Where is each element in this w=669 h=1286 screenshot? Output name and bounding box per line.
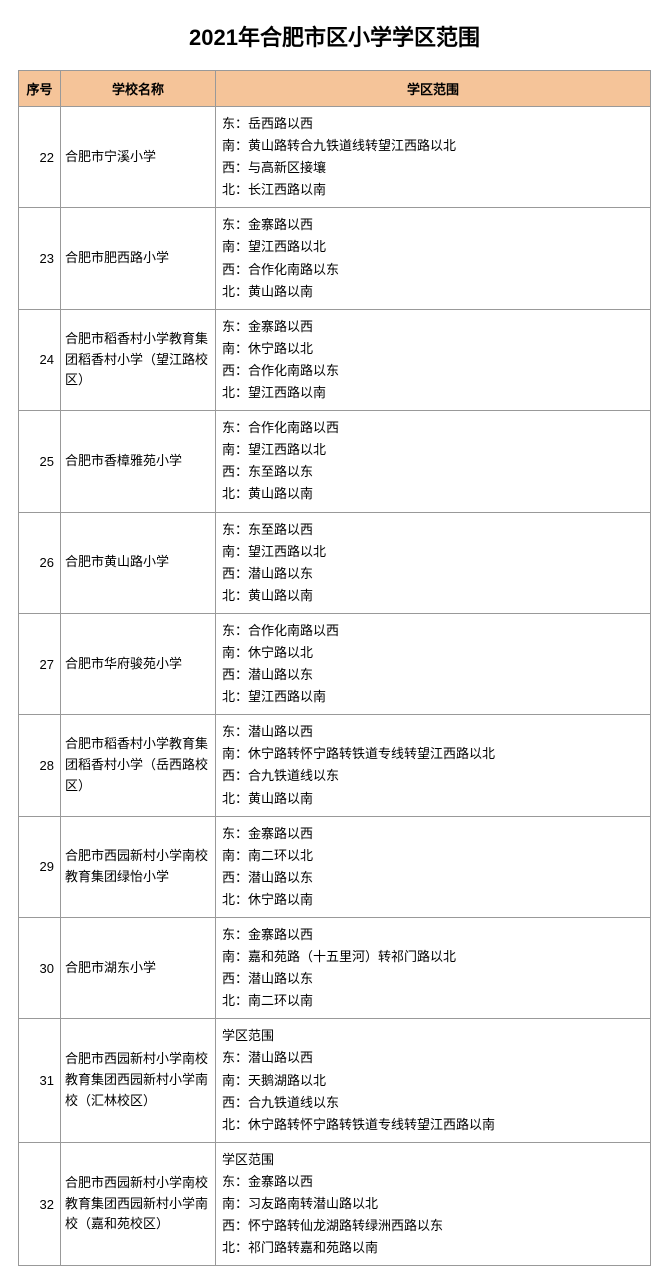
table-row: 23合肥市肥西路小学东：金寨路以西南：望江西路以北西：合作化南路以东北：黄山路以… <box>19 208 651 309</box>
cell-scope: 东：金寨路以西南：嘉和苑路（十五里河）转祁门路以北西：潜山路以东北：南二环以南 <box>216 918 651 1019</box>
scope-line: 南：休宁路以北 <box>222 642 644 664</box>
cell-scope: 东：东至路以西南：望江西路以北西：潜山路以东北：黄山路以南 <box>216 512 651 613</box>
scope-line: 北：黄山路以南 <box>222 281 644 303</box>
scope-line: 南：休宁路转怀宁路转铁道专线转望江西路以北 <box>222 743 644 765</box>
table-row: 27合肥市华府骏苑小学东：合作化南路以西南：休宁路以北西：潜山路以东北：望江西路… <box>19 613 651 714</box>
cell-school-name: 合肥市西园新村小学南校教育集团西园新村小学南校（嘉和苑校区） <box>61 1142 216 1265</box>
cell-scope: 东：合作化南路以西南：休宁路以北西：潜山路以东北：望江西路以南 <box>216 613 651 714</box>
table-header-row: 序号 学校名称 学区范围 <box>19 71 651 107</box>
cell-school-name: 合肥市西园新村小学南校教育集团绿怡小学 <box>61 816 216 917</box>
cell-school-name: 合肥市黄山路小学 <box>61 512 216 613</box>
scope-line: 西：潜山路以东 <box>222 867 644 889</box>
cell-school-name: 合肥市华府骏苑小学 <box>61 613 216 714</box>
scope-line: 东：合作化南路以西 <box>222 417 644 439</box>
cell-seq: 32 <box>19 1142 61 1265</box>
cell-school-name: 合肥市湖东小学 <box>61 918 216 1019</box>
cell-scope: 东：金寨路以西南：望江西路以北西：合作化南路以东北：黄山路以南 <box>216 208 651 309</box>
header-seq: 序号 <box>19 71 61 107</box>
scope-line: 南：望江西路以北 <box>222 439 644 461</box>
scope-line: 学区范围 <box>222 1149 644 1171</box>
scope-line: 南：南二环以北 <box>222 845 644 867</box>
table-row: 26合肥市黄山路小学东：东至路以西南：望江西路以北西：潜山路以东北：黄山路以南 <box>19 512 651 613</box>
cell-scope: 学区范围东：金寨路以西南：习友路南转潜山路以北西：怀宁路转仙龙湖路转绿洲西路以东… <box>216 1142 651 1265</box>
scope-line: 北：望江西路以南 <box>222 382 644 404</box>
scope-line: 西：合作化南路以东 <box>222 360 644 382</box>
scope-line: 南：黄山路转合九铁道线转望江西路以北 <box>222 135 644 157</box>
scope-line: 东：东至路以西 <box>222 519 644 541</box>
scope-line: 西：潜山路以东 <box>222 968 644 990</box>
table-row: 22合肥市宁溪小学东：岳西路以西南：黄山路转合九铁道线转望江西路以北西：与高新区… <box>19 107 651 208</box>
district-table: 序号 学校名称 学区范围 22合肥市宁溪小学东：岳西路以西南：黄山路转合九铁道线… <box>18 70 651 1266</box>
cell-seq: 31 <box>19 1019 61 1142</box>
table-row: 29合肥市西园新村小学南校教育集团绿怡小学东：金寨路以西南：南二环以北西：潜山路… <box>19 816 651 917</box>
scope-line: 北：黄山路以南 <box>222 483 644 505</box>
scope-line: 北：休宁路以南 <box>222 889 644 911</box>
scope-line: 西：潜山路以东 <box>222 664 644 686</box>
cell-seq: 26 <box>19 512 61 613</box>
scope-line: 东：金寨路以西 <box>222 823 644 845</box>
scope-line: 北：祁门路转嘉和苑路以南 <box>222 1237 644 1259</box>
cell-seq: 27 <box>19 613 61 714</box>
scope-line: 北：长江西路以南 <box>222 179 644 201</box>
cell-seq: 29 <box>19 816 61 917</box>
table-row: 30合肥市湖东小学东：金寨路以西南：嘉和苑路（十五里河）转祁门路以北西：潜山路以… <box>19 918 651 1019</box>
scope-line: 西：合九铁道线以东 <box>222 765 644 787</box>
scope-line: 南：望江西路以北 <box>222 236 644 258</box>
cell-scope: 东：岳西路以西南：黄山路转合九铁道线转望江西路以北西：与高新区接壤北：长江西路以… <box>216 107 651 208</box>
table-row: 31合肥市西园新村小学南校教育集团西园新村小学南校（汇林校区）学区范围东：潜山路… <box>19 1019 651 1142</box>
cell-school-name: 合肥市宁溪小学 <box>61 107 216 208</box>
cell-school-name: 合肥市西园新村小学南校教育集团西园新村小学南校（汇林校区） <box>61 1019 216 1142</box>
scope-line: 南：望江西路以北 <box>222 541 644 563</box>
cell-school-name: 合肥市肥西路小学 <box>61 208 216 309</box>
scope-line: 东：金寨路以西 <box>222 1171 644 1193</box>
scope-line: 东：合作化南路以西 <box>222 620 644 642</box>
page-title: 2021年合肥市区小学学区范围 <box>18 20 651 52</box>
scope-line: 学区范围 <box>222 1025 644 1047</box>
scope-line: 北：黄山路以南 <box>222 585 644 607</box>
scope-line: 东：金寨路以西 <box>222 924 644 946</box>
cell-scope: 东：合作化南路以西南：望江西路以北西：东至路以东北：黄山路以南 <box>216 411 651 512</box>
cell-seq: 28 <box>19 715 61 816</box>
scope-line: 西：怀宁路转仙龙湖路转绿洲西路以东 <box>222 1215 644 1237</box>
cell-school-name: 合肥市稻香村小学教育集团稻香村小学（望江路校区） <box>61 309 216 410</box>
scope-line: 西：东至路以东 <box>222 461 644 483</box>
table-row: 25合肥市香樟雅苑小学东：合作化南路以西南：望江西路以北西：东至路以东北：黄山路… <box>19 411 651 512</box>
scope-line: 西：潜山路以东 <box>222 563 644 585</box>
cell-seq: 25 <box>19 411 61 512</box>
scope-line: 东：潜山路以西 <box>222 1047 644 1069</box>
scope-line: 东：潜山路以西 <box>222 721 644 743</box>
header-scope: 学区范围 <box>216 71 651 107</box>
scope-line: 东：金寨路以西 <box>222 214 644 236</box>
scope-line: 北：南二环以南 <box>222 990 644 1012</box>
scope-line: 南：天鹅湖路以北 <box>222 1070 644 1092</box>
scope-line: 北：望江西路以南 <box>222 686 644 708</box>
scope-line: 北：黄山路以南 <box>222 788 644 810</box>
scope-line: 南：习友路南转潜山路以北 <box>222 1193 644 1215</box>
scope-line: 西：与高新区接壤 <box>222 157 644 179</box>
cell-school-name: 合肥市稻香村小学教育集团稻香村小学（岳西路校区） <box>61 715 216 816</box>
cell-scope: 学区范围东：潜山路以西南：天鹅湖路以北西：合九铁道线以东北：休宁路转怀宁路转铁道… <box>216 1019 651 1142</box>
scope-line: 南：休宁路以北 <box>222 338 644 360</box>
cell-school-name: 合肥市香樟雅苑小学 <box>61 411 216 512</box>
scope-line: 西：合作化南路以东 <box>222 259 644 281</box>
cell-scope: 东：金寨路以西南：休宁路以北西：合作化南路以东北：望江西路以南 <box>216 309 651 410</box>
scope-line: 东：金寨路以西 <box>222 316 644 338</box>
cell-scope: 东：潜山路以西南：休宁路转怀宁路转铁道专线转望江西路以北西：合九铁道线以东北：黄… <box>216 715 651 816</box>
scope-line: 西：合九铁道线以东 <box>222 1092 644 1114</box>
cell-seq: 22 <box>19 107 61 208</box>
scope-line: 南：嘉和苑路（十五里河）转祁门路以北 <box>222 946 644 968</box>
cell-scope: 东：金寨路以西南：南二环以北西：潜山路以东北：休宁路以南 <box>216 816 651 917</box>
cell-seq: 24 <box>19 309 61 410</box>
table-row: 24合肥市稻香村小学教育集团稻香村小学（望江路校区）东：金寨路以西南：休宁路以北… <box>19 309 651 410</box>
scope-line: 东：岳西路以西 <box>222 113 644 135</box>
header-name: 学校名称 <box>61 71 216 107</box>
table-row: 28合肥市稻香村小学教育集团稻香村小学（岳西路校区）东：潜山路以西南：休宁路转怀… <box>19 715 651 816</box>
cell-seq: 23 <box>19 208 61 309</box>
table-row: 32合肥市西园新村小学南校教育集团西园新村小学南校（嘉和苑校区）学区范围东：金寨… <box>19 1142 651 1265</box>
cell-seq: 30 <box>19 918 61 1019</box>
